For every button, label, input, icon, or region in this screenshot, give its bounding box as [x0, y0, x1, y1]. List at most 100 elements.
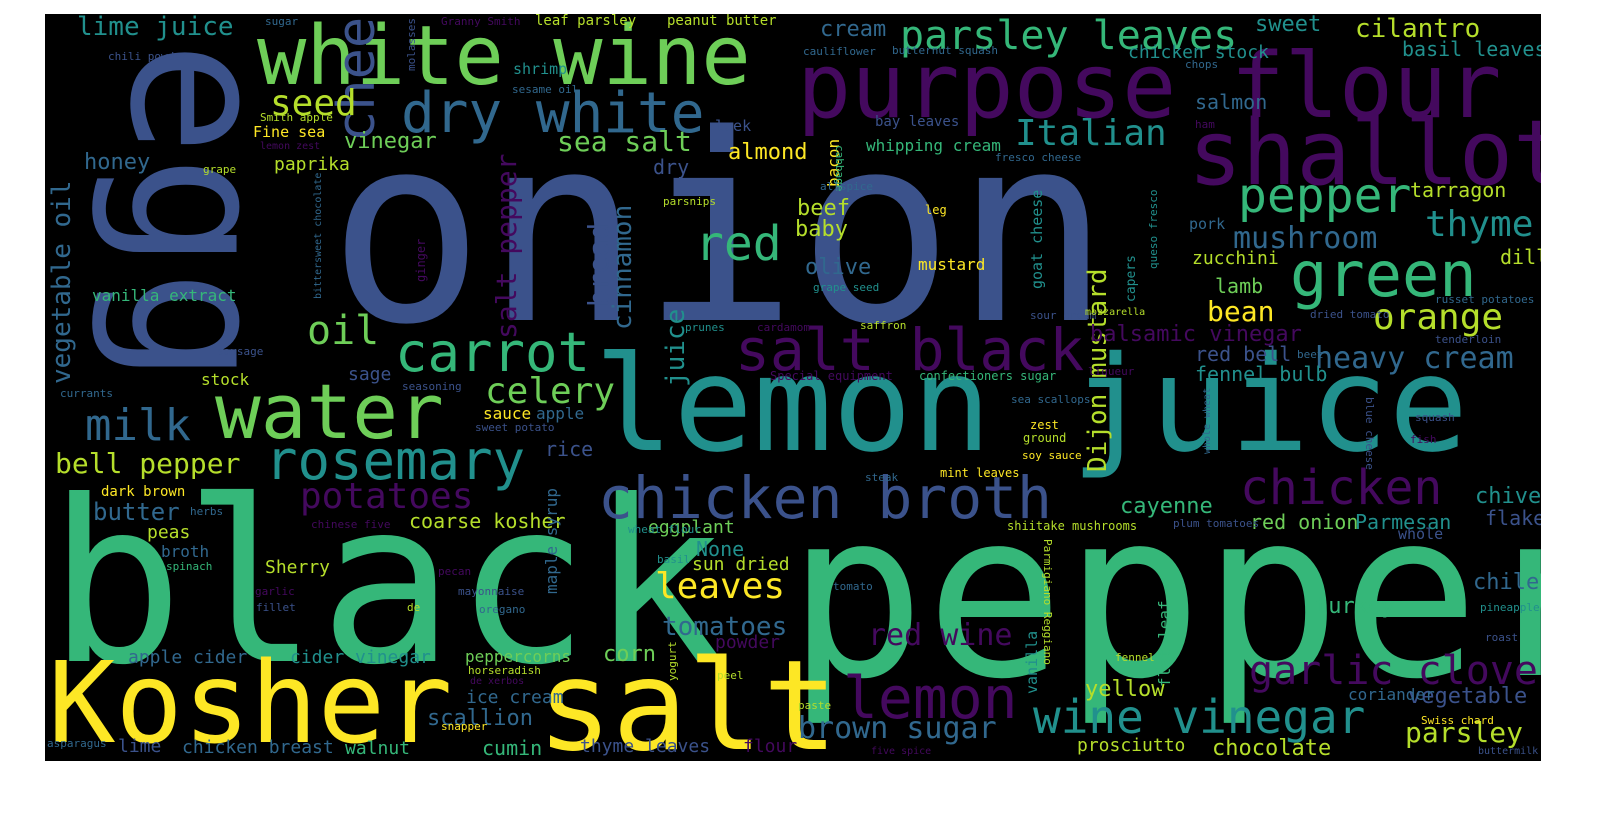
word: None: [696, 537, 745, 561]
word: lime juice: [77, 14, 234, 42]
word: apple: [536, 404, 585, 423]
word: peel: [717, 669, 744, 682]
word: red: [695, 216, 782, 272]
word: cauliflower: [803, 45, 876, 58]
word: plum tomatoes: [1173, 517, 1260, 530]
word: beef: [797, 196, 850, 221]
word: chops: [1185, 58, 1219, 71]
word: parsnips: [663, 195, 716, 208]
word: yogurt: [666, 641, 679, 681]
word: sesame oil: [512, 83, 579, 96]
word: sea scallops: [1011, 393, 1091, 406]
word: chicken: [1240, 460, 1443, 516]
word: salmon: [1195, 90, 1268, 114]
word: maple syrup: [542, 488, 561, 594]
word: baby: [795, 217, 848, 242]
word: chili powder: [108, 50, 188, 63]
word: thyme leaves: [580, 736, 711, 757]
word: lamb: [1215, 274, 1264, 298]
word: cilantro: [1355, 14, 1481, 44]
word: vegetable: [1408, 684, 1528, 709]
word: fish: [1410, 433, 1437, 446]
word: salt: [537, 634, 839, 761]
word: mint leaves: [940, 466, 1020, 480]
word: lemon zest: [260, 141, 321, 152]
word: de xerbos: [470, 676, 525, 687]
word: onion: [328, 80, 1111, 382]
word: ginger: [414, 238, 428, 282]
word: parsley leaves: [900, 14, 1238, 59]
word: spinach: [166, 560, 213, 573]
word: orange: [1373, 297, 1504, 338]
word: sour cream: [1030, 309, 1097, 322]
word: sea salt: [557, 125, 692, 158]
word: Parmigiano Reggiano: [1041, 539, 1054, 665]
word: dry: [653, 155, 690, 179]
word: paste: [798, 699, 832, 712]
word: garlic clove: [1249, 648, 1538, 694]
word: chicken broth: [598, 464, 1052, 532]
word: chinese five: [311, 518, 391, 531]
word: balsamic vinegar: [1090, 322, 1302, 347]
word: flour: [743, 736, 798, 757]
word: chives: [1475, 484, 1541, 509]
word: cider vinegar: [290, 647, 431, 668]
word: pepper: [787, 463, 1541, 730]
word: vinegar: [344, 129, 437, 154]
word: corn: [603, 642, 656, 667]
word: peas: [147, 522, 191, 543]
word: basil: [657, 553, 691, 566]
word: allspice: [820, 180, 873, 193]
word: cardamom: [757, 321, 810, 334]
word: Kosher: [48, 639, 453, 761]
word: potatoes: [300, 476, 474, 517]
word: shiitake mushrooms: [1007, 519, 1138, 533]
word: lime: [118, 736, 162, 757]
word: zucchini: [1192, 248, 1279, 269]
word: olive: [805, 255, 872, 280]
word: currants: [60, 387, 113, 400]
word: peanut butter: [667, 14, 777, 29]
word: powder: [715, 632, 781, 653]
word: honey: [84, 150, 151, 175]
word: fennel: [1115, 651, 1155, 664]
word: prunes: [685, 321, 725, 334]
word: mayonnaise: [458, 585, 525, 598]
word: turkey: [1315, 594, 1395, 619]
word: ground: [1023, 431, 1067, 445]
word: soy sauce: [1022, 449, 1082, 462]
word: bell pepper: [55, 447, 241, 480]
word: chile: [1473, 570, 1540, 595]
word: tarragon: [1410, 178, 1507, 202]
word: pepper: [1238, 168, 1412, 224]
word: ham: [1195, 118, 1215, 131]
word: Swiss chard: [1421, 714, 1494, 727]
word: Italian: [1015, 113, 1167, 154]
word: sage: [348, 364, 392, 385]
word: lemon: [843, 664, 1018, 732]
word: paprika: [274, 154, 350, 175]
word: sugar: [265, 15, 299, 28]
word: dill: [1500, 245, 1541, 269]
word: tomatoes: [662, 612, 788, 642]
word: wine vinegar: [1033, 690, 1366, 744]
word: chocolate: [1212, 736, 1332, 761]
word: vanilla extract: [92, 286, 237, 305]
word: green: [1290, 238, 1477, 311]
word: carrot: [395, 321, 591, 384]
word: tomato: [833, 580, 873, 593]
word: cream: [820, 17, 887, 42]
word: roast: [1485, 631, 1519, 644]
word: fennel bulb: [1195, 362, 1328, 386]
word: snapper: [441, 720, 488, 733]
word: prosciutto: [1077, 735, 1186, 756]
word-cloud: onion egg black pepper Kosher salt lemon…: [45, 14, 1541, 761]
word: confectioners sugar: [919, 369, 1057, 383]
word: purpose flour: [797, 34, 1502, 139]
word: pecan: [438, 565, 472, 578]
word: whole wheat: [1202, 387, 1213, 454]
word: red onion: [1250, 510, 1359, 534]
word: butter: [93, 498, 180, 526]
word: grape seed: [813, 281, 880, 294]
word: vegetable oil: [47, 180, 77, 385]
